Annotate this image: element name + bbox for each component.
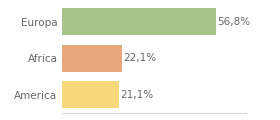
Bar	[62, 81, 119, 108]
Text: 56,8%: 56,8%	[217, 17, 250, 27]
Bar	[62, 8, 216, 35]
Bar	[62, 45, 122, 72]
Text: 21,1%: 21,1%	[120, 90, 153, 100]
Text: 22,1%: 22,1%	[123, 53, 156, 63]
